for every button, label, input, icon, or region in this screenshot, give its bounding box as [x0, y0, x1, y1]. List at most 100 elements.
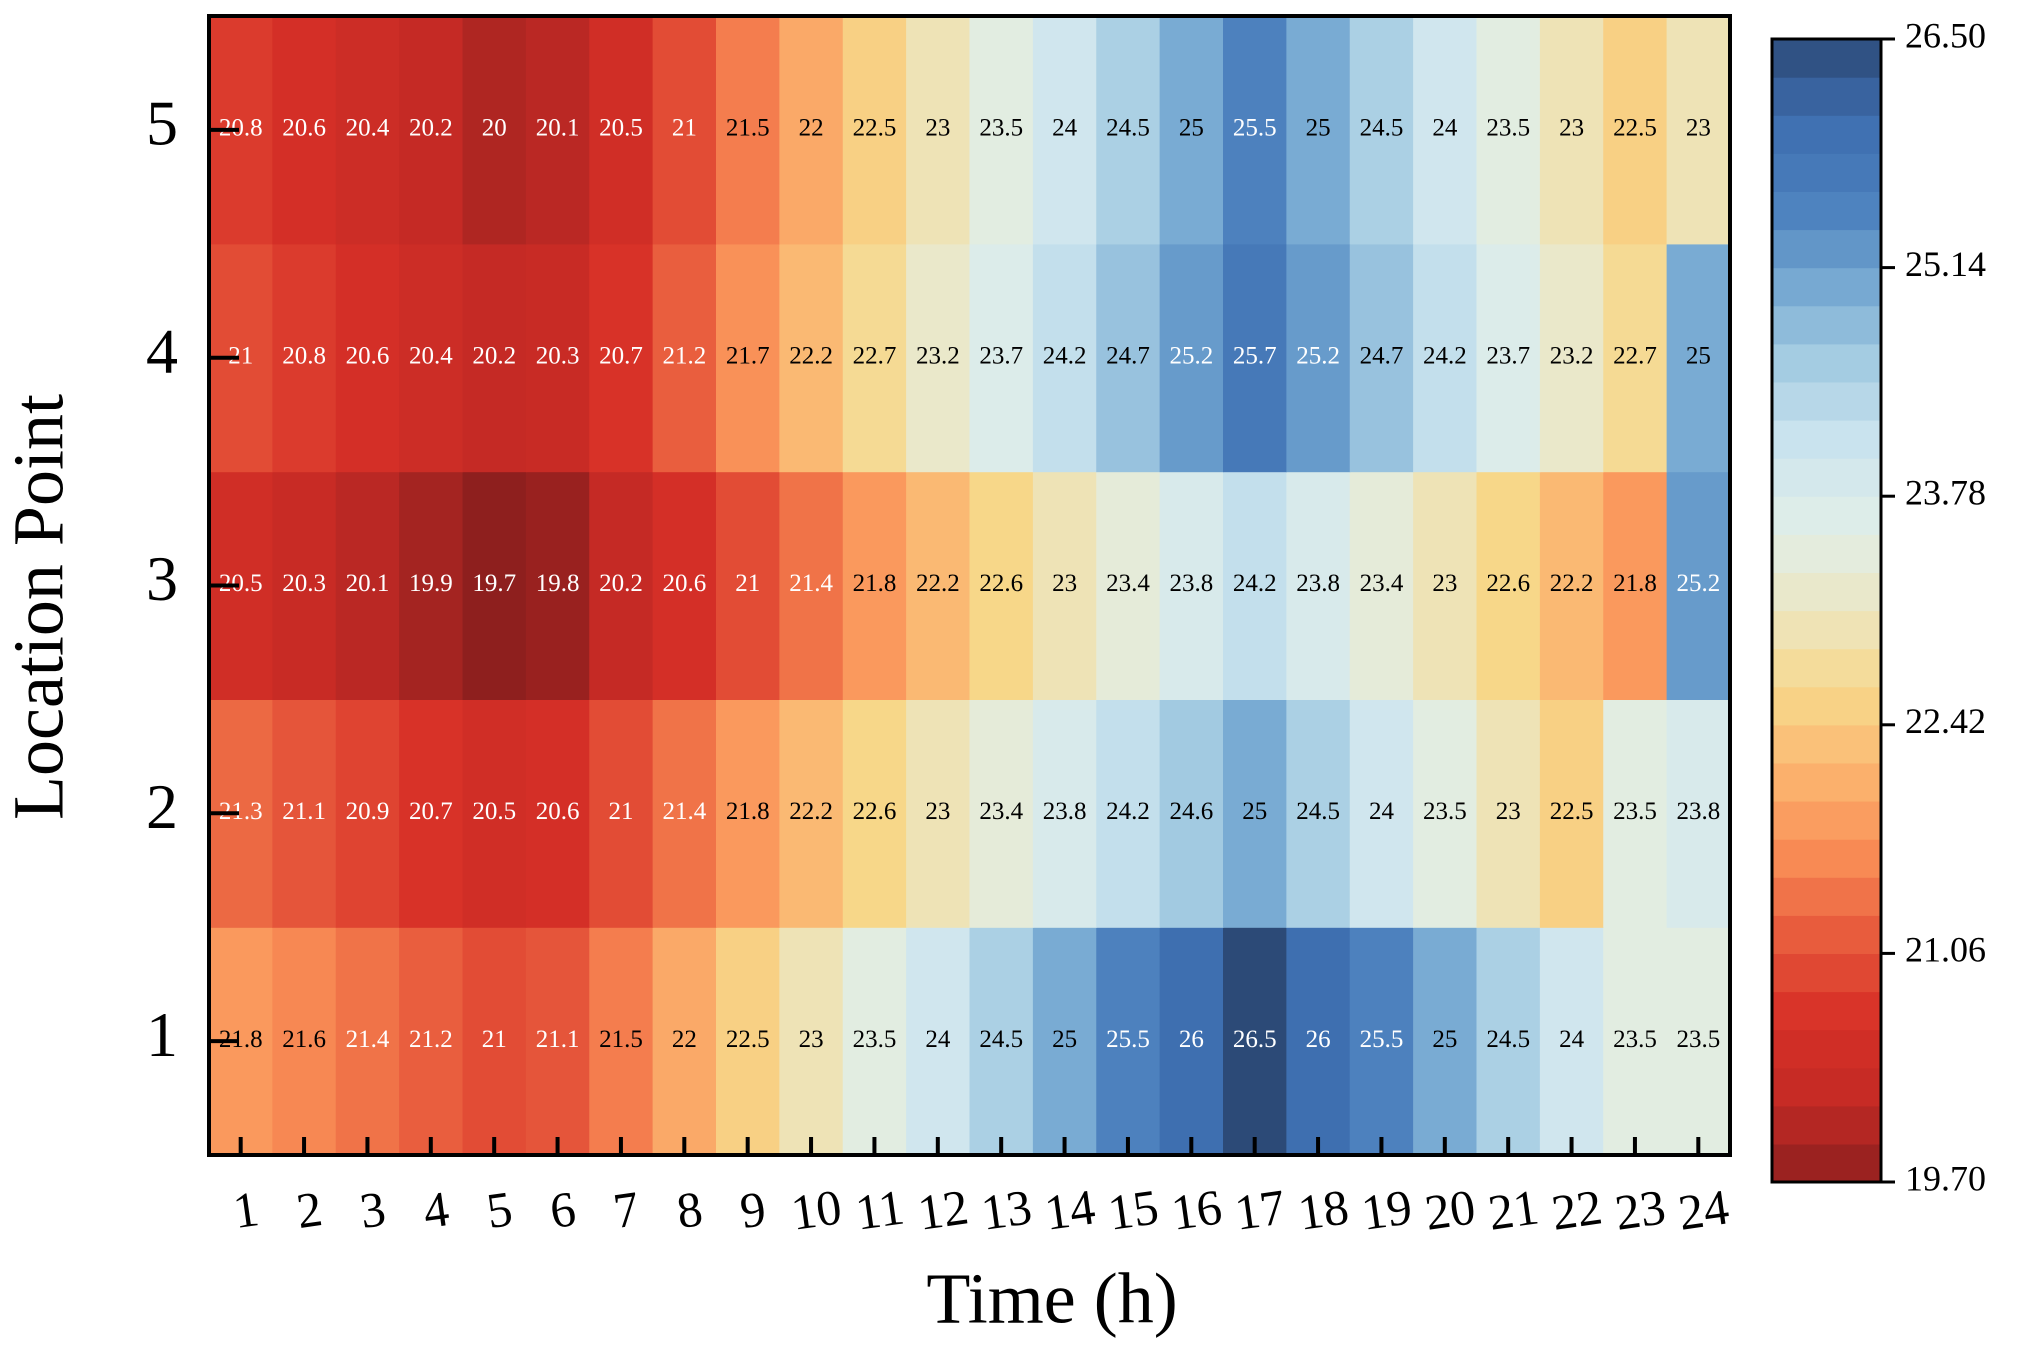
heatmap-cell: [399, 927, 464, 1156]
cell-label: 23: [925, 115, 950, 142]
heatmap-cell: [652, 699, 717, 928]
cell-label: 24.7: [1106, 342, 1150, 369]
cell-label: 22.7: [1613, 342, 1657, 369]
heatmap-cell: [1603, 699, 1668, 928]
colorbar-step: [1772, 877, 1881, 916]
heatmap-cell: [399, 471, 464, 700]
colorbar-step: [1772, 1105, 1881, 1145]
cell-label: 24.2: [1233, 570, 1277, 597]
heatmap-cell: [779, 16, 844, 245]
cell-label: 22.6: [979, 570, 1023, 597]
cell-label: 20.8: [282, 342, 326, 369]
heatmap-cell: [1032, 471, 1097, 700]
heatmap-cell: [906, 927, 971, 1156]
cell-label: 21.1: [536, 1026, 580, 1053]
heatmap-cell: [1286, 243, 1351, 473]
colorbar-tick-label: 25.14: [1905, 244, 1986, 284]
cell-label: 20.2: [472, 342, 516, 369]
cell-label: 21.1: [282, 798, 326, 825]
heatmap-cell: [842, 243, 907, 473]
colorbar-tick-label: 21.06: [1905, 930, 1986, 970]
x-tick-label: 17: [1231, 1178, 1288, 1240]
heatmap-cell: [1096, 699, 1161, 928]
heatmap-cell: [589, 243, 654, 473]
heatmap-cell: [842, 927, 907, 1156]
heatmap-cell: [1476, 699, 1541, 928]
heatmap-cell: [335, 471, 400, 700]
cell-label: 20.6: [536, 798, 580, 825]
cell-label: 24: [925, 1026, 951, 1053]
cell-label: 20: [482, 115, 507, 142]
x-tick-label: 8: [673, 1180, 706, 1239]
x-tick-label: 2: [293, 1180, 326, 1239]
y-tick-label: 3: [146, 543, 178, 614]
cell-label: 23: [799, 1026, 824, 1053]
cell-label: 24.2: [1106, 798, 1150, 825]
cell-label: 23: [925, 798, 950, 825]
cell-label: 25.7: [1233, 342, 1277, 369]
colorbar-step: [1772, 991, 1881, 1031]
x-tick-label: 12: [914, 1178, 971, 1240]
cell-label: 21: [672, 115, 697, 142]
colorbar-step: [1772, 458, 1881, 497]
y-tick-label: 1: [146, 999, 178, 1070]
heatmap-cell: [906, 243, 971, 473]
heatmap-cell: [716, 243, 780, 473]
colorbar-step: [1772, 229, 1881, 269]
colorbar-step: [1772, 381, 1881, 421]
heatmap-cell: [335, 927, 400, 1156]
cell-label: 20.4: [409, 342, 453, 369]
cell-label: 24.6: [1169, 798, 1213, 825]
x-tick-label: 24: [1675, 1178, 1732, 1240]
cell-label: 25: [1052, 1026, 1077, 1053]
cell-label: 20.1: [536, 115, 580, 142]
colorbar-step: [1772, 1029, 1881, 1069]
cell-label: 22: [799, 115, 824, 142]
cell-label: 24.5: [979, 1026, 1023, 1053]
cell-label: 25: [1179, 115, 1204, 142]
colorbar-step: [1772, 610, 1881, 650]
cell-label: 19.7: [472, 570, 516, 597]
y-tick-label: 4: [146, 315, 178, 386]
colorbar-step: [1772, 915, 1881, 954]
cell-label: 25: [1686, 342, 1711, 369]
heatmap-cell: [1159, 927, 1224, 1156]
cell-label: 19.9: [409, 570, 453, 597]
x-tick-label: 22: [1548, 1178, 1605, 1240]
heatmap-cell: [1223, 471, 1287, 700]
cell-label: 23.8: [1296, 570, 1340, 597]
heatmap-cell: [1286, 927, 1351, 1156]
cell-label: 23.5: [853, 1026, 897, 1053]
cell-label: 23.5: [1613, 798, 1657, 825]
cell-label: 23.2: [916, 342, 960, 369]
heatmap-cell: [716, 927, 780, 1156]
x-tick-label: 6: [547, 1180, 580, 1239]
heatmap-cell: [1666, 243, 1731, 473]
heatmap-cell: [1666, 699, 1731, 928]
colorbar-step: [1772, 648, 1881, 688]
heatmap-cell: [272, 243, 337, 473]
cell-label: 20.5: [599, 115, 643, 142]
cell-label: 20.3: [536, 342, 580, 369]
heatmap-cell: [779, 243, 844, 473]
cell-label: 22.2: [1550, 570, 1594, 597]
heatmap-cell: [1603, 16, 1668, 245]
cell-label: 24.5: [1106, 115, 1150, 142]
cell-label: 24: [1052, 115, 1078, 142]
x-tick-label: 23: [1612, 1178, 1669, 1240]
cell-label: 23.7: [979, 342, 1023, 369]
x-tick-label: 4: [420, 1180, 453, 1239]
colorbar-step: [1772, 115, 1881, 154]
cell-label: 26.5: [1233, 1026, 1277, 1053]
heatmap-cell: [1096, 16, 1161, 245]
x-tick-label: 5: [483, 1180, 516, 1239]
heatmap-cell: [1349, 16, 1414, 245]
cell-label: 20.3: [282, 570, 326, 597]
heatmap-cell: [1032, 699, 1097, 928]
cell-label: 22.6: [853, 798, 897, 825]
x-axis-title: Time (h): [926, 1259, 1177, 1339]
cell-label: 21.5: [599, 1026, 643, 1053]
heatmap-cell: [399, 243, 464, 473]
heatmap-cell: [1159, 471, 1224, 700]
